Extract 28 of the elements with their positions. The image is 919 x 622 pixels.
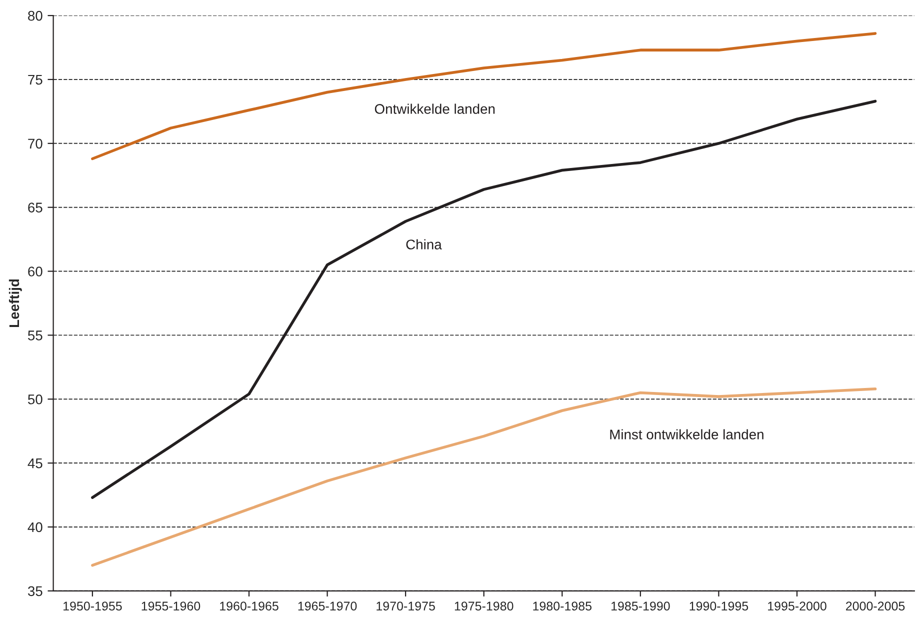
y-tick-label: 45 <box>28 458 42 468</box>
y-tick-label: 55 <box>28 330 42 340</box>
y-tick-label: 50 <box>28 394 42 404</box>
series-label: China <box>406 239 442 250</box>
x-tick-label: 1985-1990 <box>611 602 670 610</box>
line-series <box>91 32 877 160</box>
line-series <box>91 100 877 499</box>
x-tick-label: 1990-1995 <box>690 602 748 610</box>
x-tick-label: 1970-1975 <box>376 602 435 610</box>
line-series <box>91 388 877 567</box>
x-tick-label: 1965-1970 <box>298 602 357 610</box>
x-tick-label: 1950-1955 <box>64 602 122 610</box>
y-axis-title: Leeftijd <box>8 279 22 327</box>
text: Minst ontwikkelde landen <box>610 429 764 440</box>
x-tick-label: 1955-1960 <box>142 602 200 610</box>
x-tick-label: 1995-2000 <box>768 602 826 610</box>
y-tick-label: 65 <box>28 202 42 213</box>
y-tick-label: 80 <box>28 10 42 21</box>
y-tick-label: 35 <box>28 586 42 596</box>
y-tick-label: 70 <box>28 138 42 149</box>
x-tick-label: 1980-1985 <box>533 602 592 610</box>
series-label: Ontwikkelde landen <box>374 104 495 114</box>
x-tick-label: 2000-2005 <box>846 602 905 610</box>
y-tick-label: 75 <box>28 74 42 85</box>
y-tick-label: 60 <box>28 266 42 276</box>
x-tick-label: 1960-1965 <box>220 602 278 610</box>
x-tick-label: 1975-1980 <box>454 602 514 610</box>
y-tick-label: 40 <box>28 522 42 532</box>
